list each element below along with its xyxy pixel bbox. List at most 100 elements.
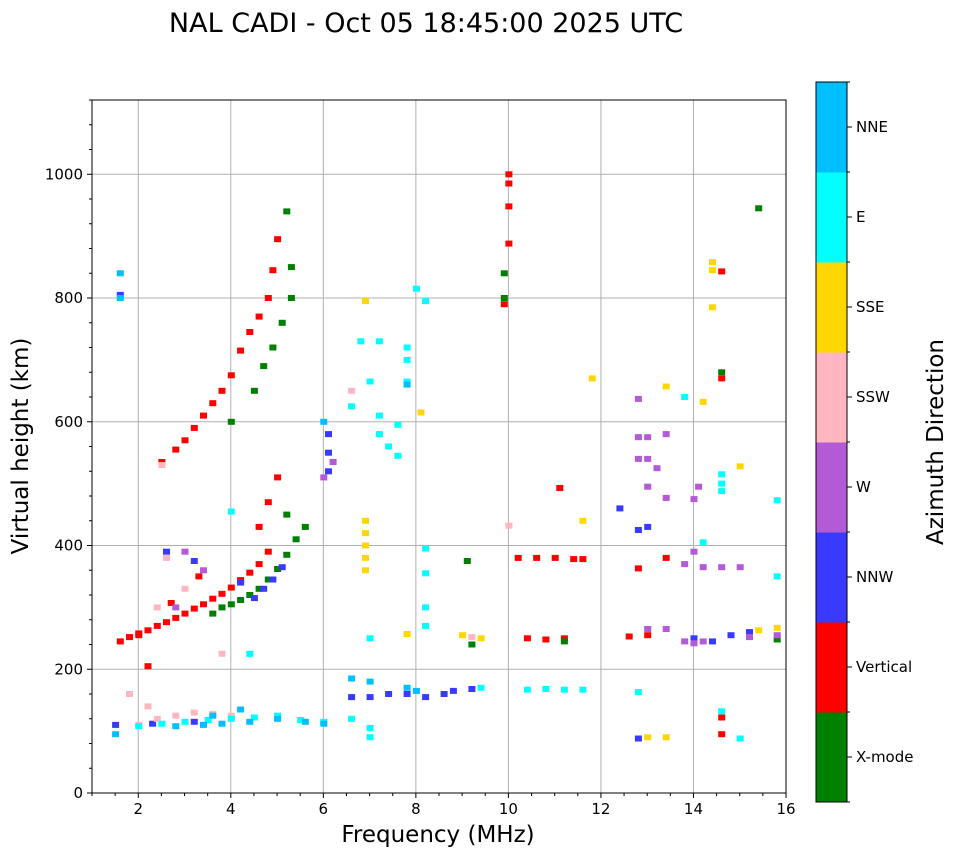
data-point: [468, 641, 476, 648]
data-point: [218, 604, 226, 611]
colorbar-label-w: W: [856, 478, 871, 496]
data-point: [264, 548, 272, 555]
data-point: [500, 301, 508, 308]
colorbar-label-nne: NNE: [856, 118, 888, 136]
data-point: [112, 721, 120, 728]
x-tick-label: 6: [319, 800, 329, 818]
data-point: [218, 387, 226, 394]
data-point: [662, 626, 670, 632]
y-tick-label: 0: [73, 784, 83, 802]
data-point: [505, 522, 513, 529]
data-point: [163, 548, 170, 555]
data-point: [190, 605, 198, 612]
colorbar-swatch-nne: [816, 82, 847, 173]
data-point: [255, 313, 263, 320]
data-point: [718, 375, 726, 382]
data-point: [718, 714, 726, 721]
data-point: [153, 622, 161, 629]
data-point: [394, 421, 402, 428]
data-point: [681, 638, 689, 645]
data-point: [153, 715, 161, 722]
data-point: [718, 731, 726, 738]
data-point: [736, 735, 744, 742]
x-tick-label: 12: [591, 800, 610, 818]
data-point: [260, 585, 268, 592]
data-point: [153, 604, 161, 611]
data-point: [227, 418, 235, 425]
data-point: [662, 494, 670, 501]
data-point: [116, 638, 124, 645]
data-point: [181, 718, 189, 725]
data-point: [523, 635, 531, 642]
data-point: [255, 585, 263, 592]
data-point: [126, 634, 133, 641]
data-point: [357, 338, 365, 345]
data-point: [250, 595, 258, 602]
data-point: [699, 398, 707, 405]
data-point: [422, 694, 430, 701]
series-nne: [112, 270, 420, 738]
plot-background: [92, 100, 786, 793]
data-point: [746, 629, 753, 636]
data-point: [718, 564, 726, 571]
data-point: [366, 378, 374, 385]
data-point: [362, 554, 369, 561]
data-point: [126, 691, 133, 697]
data-point: [301, 718, 309, 725]
data-point: [709, 638, 716, 645]
data-point: [325, 431, 332, 438]
data-point: [218, 720, 226, 727]
data-point: [255, 561, 263, 568]
data-point: [468, 634, 476, 641]
data-point: [699, 539, 707, 546]
data-point: [681, 561, 689, 568]
data-point: [274, 712, 282, 719]
data-point: [172, 723, 180, 730]
data-point: [255, 523, 263, 530]
data-point: [362, 542, 369, 549]
colorbar-frame: [815, 81, 848, 803]
data-point: [588, 375, 596, 382]
plot-area: [92, 100, 786, 793]
data-point: [699, 638, 707, 645]
data-point: [505, 203, 513, 210]
colorbar-swatch-w: [816, 442, 847, 533]
data-point: [278, 564, 286, 571]
data-point: [172, 604, 180, 611]
data-point: [634, 735, 642, 742]
data-point: [375, 412, 383, 419]
y-tick-label: 600: [54, 413, 83, 431]
data-point: [634, 395, 642, 402]
data-point: [403, 631, 411, 637]
colorbar-swatch-x-mode: [816, 712, 847, 803]
data-point: [287, 264, 295, 271]
data-point: [500, 270, 508, 277]
data-point: [237, 347, 245, 354]
data-point: [116, 295, 124, 301]
data-point: [237, 579, 245, 586]
data-point: [718, 480, 726, 487]
data-point: [560, 638, 568, 645]
colorbar-label-ssw: SSW: [856, 388, 890, 406]
data-point: [681, 394, 689, 400]
data-point: [542, 686, 550, 692]
data-point: [320, 418, 328, 425]
data-point: [181, 437, 189, 444]
data-point: [403, 691, 411, 697]
data-point: [634, 689, 642, 696]
data-point: [250, 714, 258, 721]
data-point: [116, 270, 124, 277]
data-point: [634, 527, 642, 533]
data-point: [362, 567, 369, 574]
data-point: [348, 387, 356, 394]
data-point: [320, 474, 328, 481]
data-point: [264, 295, 272, 301]
data-point: [190, 424, 198, 431]
data-point: [385, 691, 393, 697]
data-point: [237, 706, 245, 713]
data-point: [412, 285, 420, 292]
colorbar-label: Azimuth Direction: [923, 339, 949, 545]
data-point: [227, 715, 235, 722]
data-point: [204, 717, 212, 723]
data-point: [699, 564, 707, 571]
